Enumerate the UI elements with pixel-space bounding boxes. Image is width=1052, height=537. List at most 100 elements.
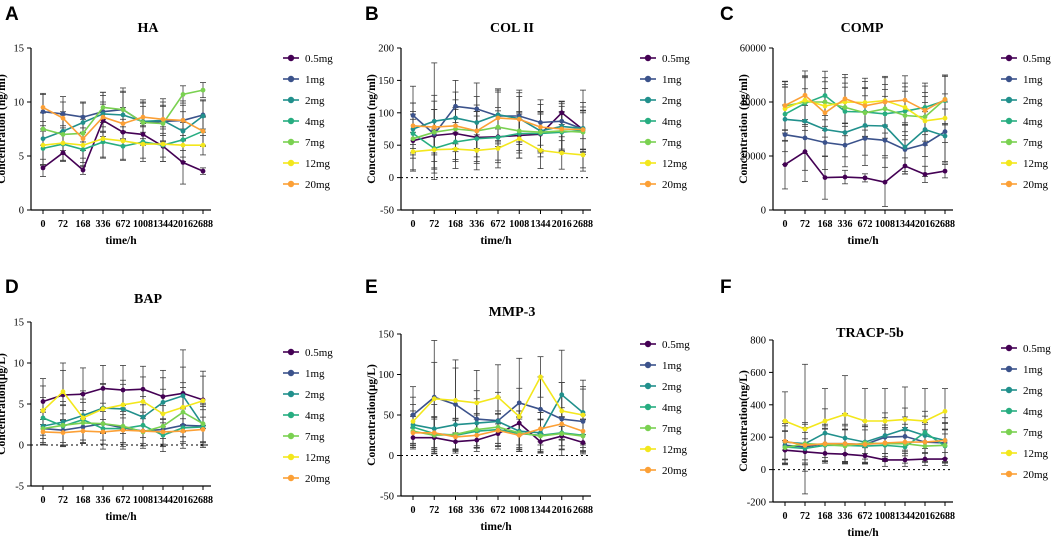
panel-c-point-0-5mg bbox=[782, 162, 788, 168]
panel-c-legend-item-0-5mg: 0.5mg bbox=[1001, 53, 1051, 65]
panel-c-point-4mg bbox=[882, 111, 888, 117]
panel-a-legend-item-12mg: 12mg bbox=[283, 158, 331, 170]
panel-e-y-tick-label: 0 bbox=[389, 451, 394, 462]
legend-label: 12mg bbox=[1023, 448, 1049, 460]
panel-f-point-0-5mg bbox=[882, 457, 888, 463]
legend-marker bbox=[1005, 138, 1013, 146]
panel-f-point-2mg bbox=[902, 426, 908, 432]
panel-c-point-0-5mg bbox=[902, 163, 908, 169]
legend-marker bbox=[287, 75, 295, 83]
panel-c-point-20mg bbox=[802, 92, 808, 98]
panel-c-point-0-5mg bbox=[942, 168, 948, 174]
panel-c-point-1mg bbox=[922, 141, 928, 147]
panel-f-point-4mg bbox=[922, 429, 928, 435]
panel-a-point-7mg bbox=[160, 121, 166, 126]
panel-a-label: A bbox=[5, 4, 19, 25]
legend-marker bbox=[644, 54, 652, 62]
panel-e-point-20mg bbox=[410, 430, 416, 436]
panel-f-point-20mg bbox=[822, 441, 828, 447]
panel-c-point-4mg bbox=[782, 111, 788, 117]
panel-b-x-tick-label: 2688 bbox=[573, 219, 593, 230]
panel-e-point-12mg bbox=[538, 374, 543, 380]
panel-c-title: COMP bbox=[841, 21, 884, 36]
panel-a-x-axis-label: time/h bbox=[105, 235, 137, 247]
panel-c-y-tick-label: 60000 bbox=[740, 44, 766, 55]
panel-d-x-tick-label: 1344 bbox=[153, 495, 173, 506]
panel-e-x-tick-label: 672 bbox=[491, 505, 506, 516]
legend-label: 0.5mg bbox=[305, 53, 333, 65]
panel-e-legend-item-20mg: 20mg bbox=[640, 465, 688, 477]
panel-c-legend-item-12mg: 12mg bbox=[1001, 158, 1049, 170]
panel-d-x-tick-label: 168 bbox=[76, 495, 91, 506]
legend-label: 1mg bbox=[662, 360, 682, 372]
panel-f-point-0-5mg bbox=[842, 451, 848, 457]
panel-e-point-0-5mg bbox=[516, 420, 522, 426]
panel-b-legend-item-20mg: 20mg bbox=[640, 179, 688, 191]
panel-b-y-tick-label: -50 bbox=[380, 206, 394, 217]
legend-label: 20mg bbox=[662, 465, 688, 477]
panel-b-x-tick-label: 336 bbox=[469, 219, 484, 230]
panel-d-point-2mg bbox=[140, 414, 146, 420]
panel-f-point-20mg bbox=[802, 442, 808, 448]
panel-f-y-tick-label: 0 bbox=[761, 465, 766, 476]
panel-e-point-1mg bbox=[453, 402, 458, 407]
panel-d-point-12mg bbox=[40, 408, 46, 413]
legend-marker bbox=[1005, 96, 1013, 104]
panel-b-point-4mg bbox=[495, 135, 501, 140]
panel-a-point-12mg bbox=[40, 142, 46, 148]
panel-d-legend: 0.5mg 1mg 2mg 4mg 7mg 12mg 20mg bbox=[283, 347, 333, 485]
panel-d-x-tick-label: 1008 bbox=[133, 495, 153, 506]
panel-b: B COL II -50 0 50 100 150 200 0 72 168 336 672 1008 13… bbox=[365, 4, 690, 247]
legend-label: 2mg bbox=[305, 95, 325, 107]
panel-a-point-7mg bbox=[100, 105, 106, 110]
panel-d-x-tick-label: 672 bbox=[116, 495, 131, 506]
panel-c-point-7mg bbox=[922, 114, 928, 120]
panel-e-point-4mg bbox=[410, 424, 416, 430]
panel-d-point-7mg bbox=[200, 421, 206, 427]
panel-d-point-7mg bbox=[80, 420, 86, 426]
panel-f-x-tick-label: 336 bbox=[838, 511, 853, 522]
panel-b-x-tick-label: 1008 bbox=[509, 219, 529, 230]
panel-b-legend: 0.5mg 1mg 2mg 4mg 7mg 12mg 20mg bbox=[640, 53, 690, 191]
panel-e-x-tick-label: 72 bbox=[429, 505, 439, 516]
panel-f-y-tick-label: 600 bbox=[750, 368, 766, 379]
panel-a-legend-item-1mg: 1mg bbox=[283, 74, 325, 86]
legend-marker bbox=[644, 382, 652, 390]
panel-e-legend-item-1mg: 1mg bbox=[640, 360, 682, 372]
panel-b-point-7mg bbox=[495, 124, 501, 130]
legend-label: 4mg bbox=[662, 402, 682, 414]
panel-e-legend: 0.5mg 1mg 2mg 4mg 7mg 12mg 20mg bbox=[640, 339, 690, 477]
panel-b-point-20mg bbox=[559, 126, 565, 132]
panel-c-x-axis-label: time/h bbox=[847, 235, 879, 247]
panel-b-point-4mg bbox=[410, 131, 416, 136]
panel-f-point-7mg bbox=[942, 442, 948, 448]
panel-c-x-tick-label: 1344 bbox=[895, 219, 915, 230]
panel-d-point-0-5mg bbox=[100, 386, 106, 391]
panel-a: A HA 0 5 10 15 0 72 168 336 672 1008 1344 2016 2688 tim… bbox=[0, 4, 333, 247]
panel-b-legend-item-1mg: 1mg bbox=[640, 74, 682, 86]
panel-e-x-axis-label: time/h bbox=[480, 521, 512, 533]
legend-marker bbox=[644, 340, 652, 348]
panel-f-point-20mg bbox=[942, 438, 948, 443]
panel-f-point-12mg bbox=[942, 408, 948, 414]
panel-d-point-12mg bbox=[100, 406, 106, 412]
panel-e-legend-item-2mg: 2mg bbox=[640, 381, 682, 393]
panel-b-point-7mg bbox=[538, 129, 543, 135]
panel-c-legend-item-2mg: 2mg bbox=[1001, 95, 1043, 107]
panel-b-point-20mg bbox=[516, 116, 522, 122]
panel-e-point-0-5mg bbox=[453, 439, 458, 445]
panel-e-point-12mg bbox=[453, 398, 458, 403]
panel-f-point-0-5mg bbox=[822, 451, 828, 456]
panel-e-point-20mg bbox=[559, 421, 565, 427]
legend-label: 1mg bbox=[1023, 364, 1043, 376]
panel-c-legend-item-1mg: 1mg bbox=[1001, 74, 1043, 86]
panel-d-point-20mg bbox=[100, 429, 106, 435]
panel-a-point-20mg bbox=[140, 114, 146, 120]
panel-f-y-tick-label: 200 bbox=[750, 433, 766, 444]
panel-e-legend-item-4mg: 4mg bbox=[640, 402, 682, 414]
panel-b-x-tick-label: 672 bbox=[491, 219, 506, 230]
panel-e-point-20mg bbox=[538, 426, 543, 432]
panel-a-point-0-5mg bbox=[80, 167, 86, 173]
panel-b-point-0-5mg bbox=[453, 131, 458, 136]
